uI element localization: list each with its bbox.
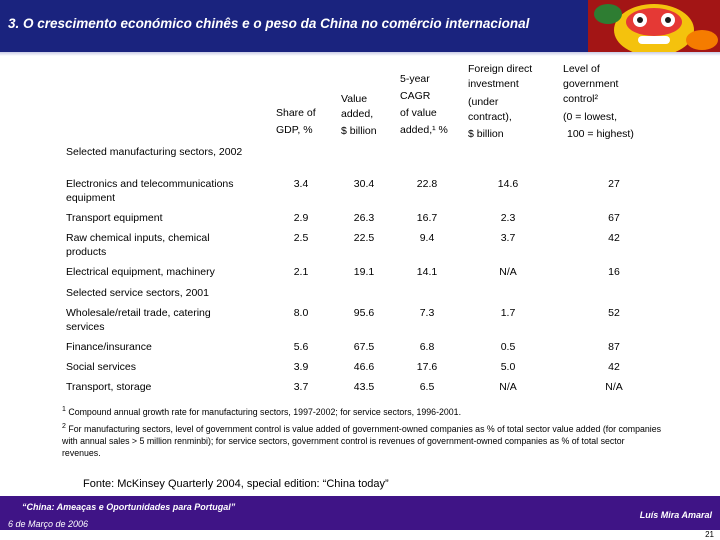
table-cell: 19.1: [353, 266, 375, 278]
footer-date: 6 de Março de 2006: [8, 519, 89, 529]
table-cell: 2.9: [293, 212, 309, 224]
header-bar: 3. O crescimento económico chinês e o pe…: [0, 0, 720, 52]
table-row-label: Wholesale/retail trade, catering service…: [66, 307, 211, 333]
table-cell: 3.9: [293, 361, 309, 373]
table-cell: N/A: [605, 381, 623, 393]
table-cell: N/A: [499, 381, 517, 393]
table-cell: 14.1: [416, 266, 438, 278]
table-cell: 3.7: [500, 232, 516, 244]
table-cell: 2.3: [500, 212, 516, 224]
table-cell: 95.6: [353, 307, 375, 319]
table-cell: 27: [608, 178, 620, 190]
table-cell: 16.7: [416, 212, 438, 224]
column-header-gov-control: Level of government control² (0 = lowest…: [563, 63, 634, 140]
table-cell: 1.7: [500, 307, 516, 319]
table-row-label: Raw chemical inputs, chemical products: [66, 232, 210, 258]
column-header-cagr: 5-year CAGR of value added,¹ %: [400, 73, 448, 136]
table-cell: 30.4: [353, 178, 375, 190]
table-row-label: Finance/insurance: [66, 341, 152, 353]
column-header-fdi: Foreign direct investment (under contrac…: [468, 63, 533, 140]
section-label-manufacturing: Selected manufacturing sectors, 2002: [66, 146, 243, 158]
footnote-1: 1 Compound annual growth rate for manufa…: [62, 406, 462, 417]
table-cell: 43.5: [353, 381, 375, 393]
table-cell: 17.6: [416, 361, 438, 373]
table-cell: 9.4: [419, 232, 435, 244]
table-cell: 42: [608, 361, 620, 373]
table-cell: 67.5: [353, 341, 375, 353]
section-label-services: Selected service sectors, 2001: [66, 287, 209, 299]
table-row-label: Electronics and telecommunications equip…: [66, 178, 234, 204]
table-cell: 67: [608, 212, 620, 224]
table-row-label: Transport equipment: [66, 212, 163, 224]
column-header-share-gdp: Share of GDP, %: [276, 107, 316, 136]
footer-bar: [0, 496, 720, 530]
table-cell: 2.1: [293, 266, 309, 278]
table-cell: 5.0: [500, 361, 516, 373]
table-cell: N/A: [499, 266, 517, 278]
table-cell: 14.6: [497, 178, 519, 190]
footer-author: Luís Mira Amaral: [639, 510, 712, 520]
table-row-label: Transport, storage: [66, 381, 152, 393]
footnote-2: 2 For manufacturing sectors, level of go…: [62, 423, 661, 458]
column-header-value-added: Value added, $ billion: [341, 93, 377, 137]
table-cell: 87: [608, 341, 620, 353]
table-cell: 52: [608, 307, 620, 319]
header-separator: [0, 52, 720, 56]
table-cell: 7.3: [419, 307, 435, 319]
table-cell: 2.5: [293, 232, 309, 244]
table-cell: 3.7: [293, 381, 309, 393]
slide-title: 3. O crescimento económico chinês e o pe…: [8, 16, 530, 31]
table-cell: 3.4: [293, 178, 309, 190]
table-cell: 26.3: [353, 212, 375, 224]
table-cell: 0.5: [500, 341, 516, 353]
table-cell: 46.6: [353, 361, 375, 373]
table-cell: 6.8: [419, 341, 435, 353]
table-cell: 42: [608, 232, 620, 244]
page-number: 21: [705, 530, 714, 539]
footer-presentation-title: “China: Ameaças e Oportunidades para Por…: [22, 502, 236, 512]
table-cell: 8.0: [293, 307, 309, 319]
table-row-label: Electrical equipment, machinery: [66, 266, 215, 278]
table-cell: 16: [608, 266, 620, 278]
table-cell: 5.6: [293, 341, 309, 353]
source-citation: Fonte: McKinsey Quarterly 2004, special …: [83, 478, 389, 490]
table-cell: 6.5: [419, 381, 435, 393]
table-cell: 22.8: [416, 178, 438, 190]
lion-dance-photo: [588, 0, 720, 52]
table-row-label: Social services: [66, 361, 137, 373]
table-cell: 22.5: [353, 232, 375, 244]
